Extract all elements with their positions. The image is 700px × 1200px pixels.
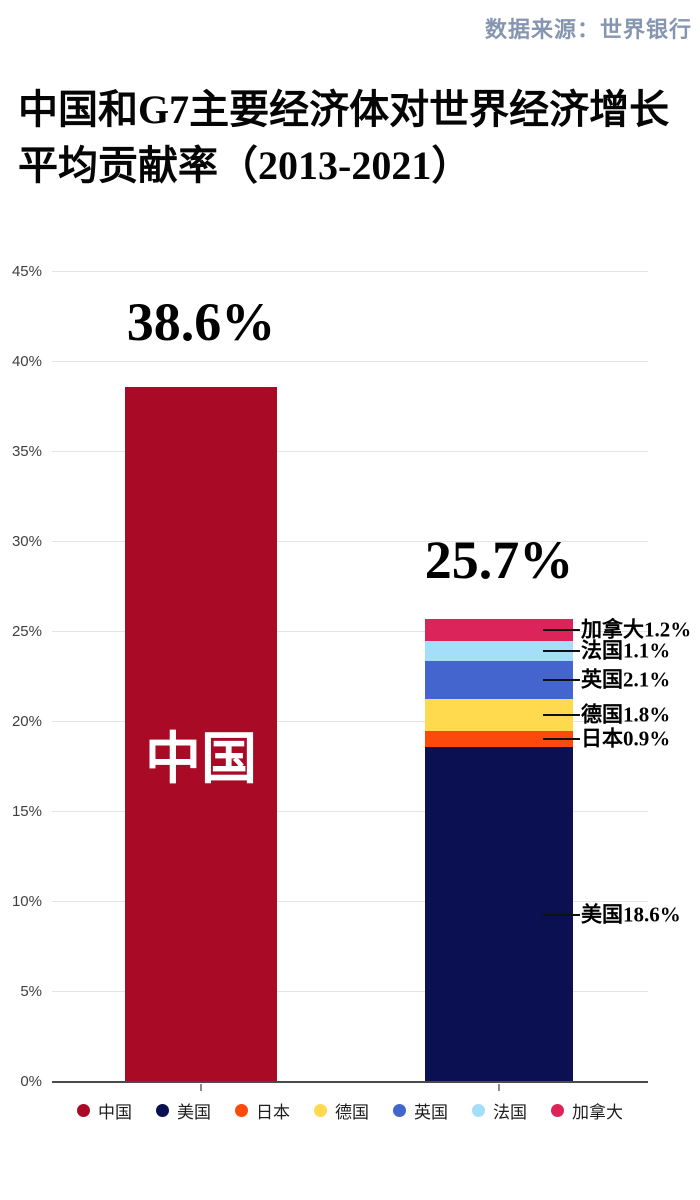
- segment-加拿大: [425, 619, 573, 641]
- y-axis-tick-label: 35%: [11, 443, 42, 460]
- callout-label-日本: 日本0.9%: [581, 726, 671, 751]
- segment-日本: [425, 731, 573, 748]
- callout-line-德国: [543, 713, 580, 716]
- y-axis-tick-label: 25%: [11, 623, 42, 640]
- bar-inner-label-中国: 中国: [145, 729, 257, 791]
- x-axis-tick: [200, 1084, 202, 1091]
- gridline-20%: [52, 721, 648, 722]
- legend-item-法国: 法国: [472, 1098, 527, 1123]
- legend-label: 中国: [98, 1103, 132, 1122]
- gridline-25%: [52, 631, 648, 632]
- chart-legend: 中国 美国 日本 德国 英国 法国 加拿大: [0, 1098, 700, 1123]
- y-axis-tick-label: 5%: [20, 983, 42, 1000]
- legend-dot-icon: [393, 1104, 406, 1117]
- callout-label-德国: 德国1.8%: [581, 702, 671, 727]
- callout-label-美国: 美国18.6%: [581, 902, 681, 927]
- page-title-line-2: 平均贡献率（2013-2021）: [18, 143, 472, 188]
- gridline-40%: [52, 361, 648, 362]
- total-value-label-G7: 25.7%: [424, 530, 574, 591]
- legend-label: 日本: [256, 1103, 290, 1122]
- callout-label-法国: 法国1.1%: [581, 638, 671, 663]
- legend-dot-icon: [77, 1104, 90, 1117]
- legend-label: 加拿大: [572, 1103, 623, 1122]
- callout-label-加拿大: 加拿大1.2%: [581, 617, 692, 642]
- callout-line-日本: [543, 738, 580, 741]
- legend-label: 美国: [177, 1103, 211, 1122]
- x-axis-line: [52, 1081, 648, 1083]
- y-axis-tick-label: 45%: [11, 263, 42, 280]
- gridline-30%: [52, 541, 648, 542]
- callout-line-法国: [543, 649, 580, 652]
- gridline-10%: [52, 901, 648, 902]
- legend-item-中国: 中国: [77, 1098, 132, 1123]
- legend-item-英国: 英国: [393, 1098, 448, 1123]
- legend-dot-icon: [156, 1104, 169, 1117]
- legend-dot-icon: [314, 1104, 327, 1117]
- legend-dot-icon: [551, 1104, 564, 1117]
- segment-法国: [425, 641, 573, 661]
- y-axis-tick-label: 10%: [11, 893, 42, 910]
- callout-label-英国: 英国2.1%: [581, 667, 671, 692]
- page-title-line-1: 中国和G7主要经济体对世界经济增长: [18, 87, 670, 132]
- gridline-35%: [52, 451, 648, 452]
- legend-dot-icon: [235, 1104, 248, 1117]
- y-axis-tick-label: 30%: [11, 533, 42, 550]
- bar-G7: [425, 619, 573, 1082]
- legend-label: 英国: [414, 1103, 448, 1122]
- total-value-label-中国: 38.6%: [126, 292, 276, 353]
- legend-item-加拿大: 加拿大: [551, 1098, 623, 1123]
- legend-dot-icon: [472, 1104, 485, 1117]
- legend-item-美国: 美国: [156, 1098, 211, 1123]
- gridline-15%: [52, 811, 648, 812]
- y-axis-tick-label: 0%: [20, 1073, 42, 1090]
- gridline-5%: [52, 991, 648, 992]
- callout-line-加拿大: [543, 629, 580, 632]
- legend-item-德国: 德国: [314, 1098, 369, 1123]
- source-note: 数据来源：世界银行: [484, 17, 692, 42]
- segment-中国: [125, 387, 277, 1082]
- bar-chart-plot-area: 0% 5% 10% 15% 20% 25% 30% 35% 40% 45% 38.6% 中国 25.7%…: [12, 264, 691, 1091]
- page-title: 中国和G7主要经济体对世界经济增长 平均贡献率（2013-2021）: [18, 82, 690, 194]
- gridline-45%: [52, 271, 648, 272]
- y-axis-tick-label: 20%: [11, 713, 42, 730]
- legend-label: 法国: [493, 1103, 527, 1122]
- bar-中国: [125, 387, 277, 1082]
- y-axis-tick-label: 15%: [11, 803, 42, 820]
- y-axis-tick-label: 40%: [11, 353, 42, 370]
- legend-item-日本: 日本: [235, 1098, 290, 1123]
- callout-line-美国: [543, 913, 580, 916]
- callout-line-英国: [543, 678, 580, 681]
- x-axis-tick: [498, 1084, 500, 1091]
- legend-label: 德国: [335, 1103, 369, 1122]
